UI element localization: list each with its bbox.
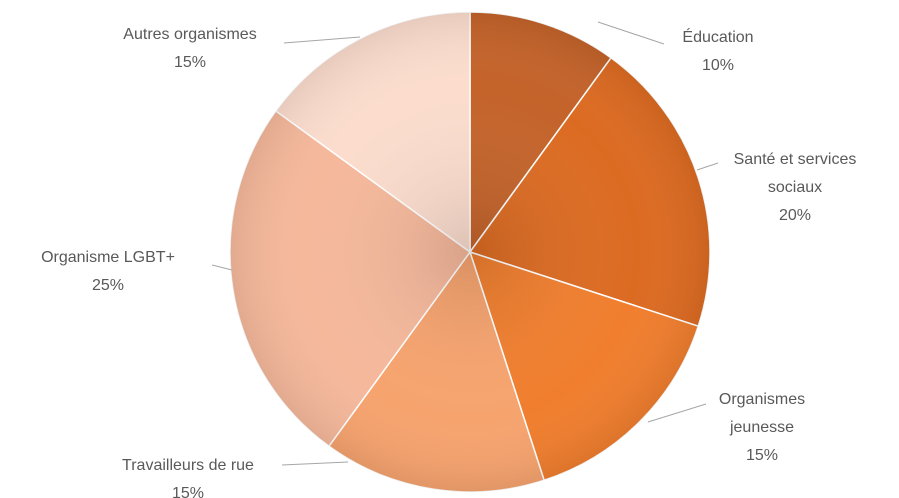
- data-label: Santé et services sociaux 20%: [715, 146, 875, 230]
- leader-line: [696, 162, 719, 171]
- value-label: 25%: [91, 277, 125, 294]
- leader-line: [283, 36, 361, 44]
- leader-line: [647, 403, 707, 423]
- value-label: 10%: [701, 57, 735, 74]
- data-label: Autres organismes 15%: [90, 21, 290, 77]
- category-label: Organismes jeunesse: [718, 391, 806, 436]
- leader-lines: [211, 21, 719, 466]
- value-label: 15%: [745, 447, 779, 464]
- category-label: Organisme LGBT+: [41, 249, 175, 266]
- category-label: Travailleurs de rue: [122, 457, 254, 474]
- leader-line: [281, 461, 349, 466]
- leader-line: [597, 21, 665, 45]
- category-label: Éducation: [682, 29, 754, 46]
- value-label: 15%: [173, 54, 207, 71]
- leader-line: [211, 264, 233, 271]
- value-label: 20%: [778, 207, 812, 224]
- value-label: 15%: [171, 485, 205, 498]
- category-label: Santé et services sociaux: [733, 151, 857, 196]
- data-label: Éducation 10%: [658, 24, 778, 80]
- data-label: Organisme LGBT+ 25%: [8, 244, 208, 300]
- data-label: Organismes jeunesse 15%: [702, 386, 822, 470]
- data-label: Travailleurs de rue 15%: [88, 452, 288, 498]
- category-label: Autres organismes: [123, 26, 257, 43]
- slices: [229, 11, 711, 493]
